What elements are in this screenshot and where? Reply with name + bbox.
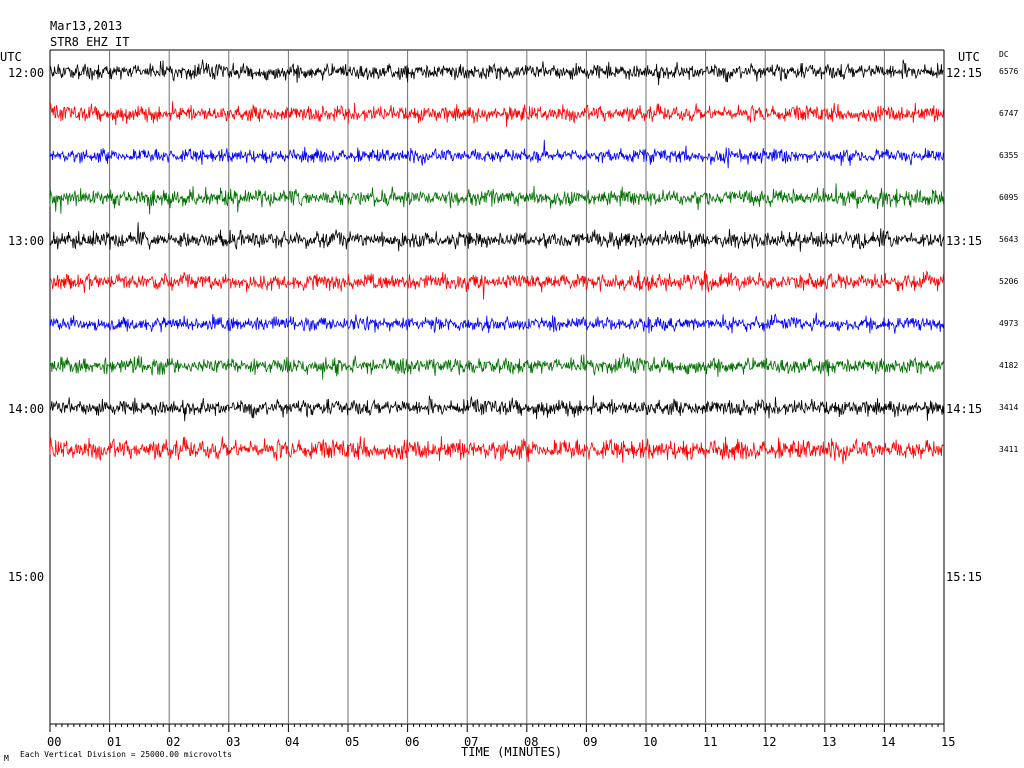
dc-value: 3414 <box>999 403 1019 412</box>
trace-line-1315 <box>49 269 945 300</box>
hour-label-left: 14:00 <box>8 402 45 416</box>
dc-value: 4973 <box>999 319 1019 328</box>
footer-mark: M <box>4 754 9 763</box>
trace-line-1330 <box>49 312 945 334</box>
trace-line-1415 <box>49 436 945 465</box>
trace-line-1245 <box>49 183 945 215</box>
hour-label-right: 13:15 <box>946 234 983 248</box>
dc-value: 6095 <box>999 193 1019 202</box>
x-tick-label: 01 <box>107 735 122 749</box>
trace-line-1345 <box>49 353 945 380</box>
utc-label-left: UTC <box>0 50 22 64</box>
x-axis-title: TIME (MINUTES) <box>461 745 563 759</box>
scale-note: Each Vertical Division = 25000.00 microv… <box>20 750 232 759</box>
dc-value: 6576 <box>999 67 1019 76</box>
x-tick-label: 09 <box>583 735 598 749</box>
x-tick-label: 14 <box>881 735 896 749</box>
dc-value: 4182 <box>999 361 1019 370</box>
hour-label-right: 15:15 <box>946 570 983 584</box>
x-tick-label: 02 <box>166 735 181 749</box>
trace-line-1200 <box>49 59 945 86</box>
hour-label-left: 15:00 <box>8 570 45 584</box>
hour-label-left: 12:00 <box>8 66 45 80</box>
dc-value: 6355 <box>999 151 1019 160</box>
hour-label-left: 13:00 <box>8 234 45 248</box>
x-tick-label: 04 <box>285 735 300 749</box>
hour-label-right: 12:15 <box>946 66 983 80</box>
trace-line-1400 <box>49 395 945 422</box>
dc-value: 5643 <box>999 235 1019 244</box>
x-tick-label: 13 <box>822 735 837 749</box>
x-tick-label: 00 <box>47 735 62 749</box>
utc-label-right: UTC <box>958 50 980 64</box>
station-code: STR8 EHZ IT <box>50 35 130 49</box>
x-tick-label: 06 <box>405 735 420 749</box>
trace-line-1300 <box>49 222 945 252</box>
x-tick-label: 03 <box>226 735 241 749</box>
x-tick-label: 15 <box>941 735 956 749</box>
dc-value: 3411 <box>999 445 1019 454</box>
x-tick-label: 05 <box>345 735 360 749</box>
dc-header: DC <box>999 50 1009 59</box>
record-date: Mar13,2013 <box>50 19 123 33</box>
dc-value: 6747 <box>999 109 1019 118</box>
x-tick-label: 07 <box>464 735 479 749</box>
x-tick-label: 10 <box>643 735 658 749</box>
x-tick-label: 08 <box>524 735 539 749</box>
dc-value: 5206 <box>999 277 1019 286</box>
trace-line-1230 <box>49 139 945 169</box>
trace-line-1215 <box>49 101 945 127</box>
x-tick-label: 12 <box>762 735 777 749</box>
hour-label-right: 14:15 <box>946 402 983 416</box>
x-tick-label: 11 <box>703 735 718 749</box>
